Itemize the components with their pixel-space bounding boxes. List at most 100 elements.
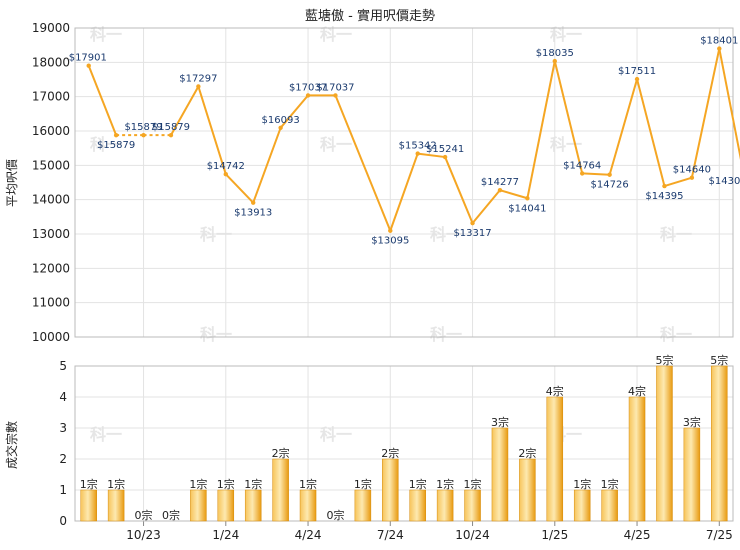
price-point xyxy=(607,172,612,177)
price-data-label: $18401 xyxy=(700,36,738,47)
watermark-text: 科一 xyxy=(320,135,352,154)
price-point xyxy=(415,151,420,156)
price-data-label: $14742 xyxy=(207,161,245,172)
price-point xyxy=(251,200,256,205)
count-bar xyxy=(272,458,289,522)
count-bar-label: 1宗 xyxy=(573,477,591,491)
price-data-label: $16093 xyxy=(262,115,300,126)
price-line-segment xyxy=(636,78,666,187)
count-bar xyxy=(491,427,509,522)
price-point xyxy=(305,93,311,98)
price-line-segment xyxy=(334,95,392,232)
price-plot-frame xyxy=(74,27,734,338)
x-tick-label: 10/23 xyxy=(126,528,161,542)
price-point xyxy=(552,58,557,64)
price-y-tick: 13000 xyxy=(32,227,70,241)
count-bar-label: 5宗 xyxy=(655,353,673,367)
price-data-label: $15879 xyxy=(97,140,135,151)
x-tick-label: 10/24 xyxy=(455,528,490,542)
count-bar-label: 4宗 xyxy=(546,384,564,398)
price-point xyxy=(689,175,695,180)
price-data-label: $14640 xyxy=(673,165,711,176)
price-line-segment xyxy=(664,176,693,188)
count-bars: 1宗 1宗 0宗 0宗 1宗 1宗 1宗 2宗 1宗 0宗 1宗 2宗 1宗 1宗 1宗 3宗 2宗 4宗 1宗 1宗… xyxy=(80,353,729,522)
price-data-label: $17297 xyxy=(179,73,217,84)
count-y-axis-title: 成交宗數 xyxy=(4,421,19,469)
count-bar xyxy=(546,396,564,522)
price-data-label: $17511 xyxy=(618,66,656,77)
price-data-label: $13095 xyxy=(371,236,409,247)
count-bar-label: 4宗 xyxy=(628,384,646,398)
x-tick-label: 7/24 xyxy=(377,528,404,542)
count-bar-label: 1宗 xyxy=(601,477,619,491)
count-bar xyxy=(628,396,646,522)
x-tick-label: 4/25 xyxy=(624,528,651,542)
watermark-text: 科一 xyxy=(90,25,122,44)
count-bar xyxy=(354,489,372,522)
price-data-label: $14277 xyxy=(481,177,519,188)
count-bar-label: 3宗 xyxy=(491,415,509,429)
price-line-segment xyxy=(690,48,721,178)
price-line-segment xyxy=(608,78,639,176)
price-data-label: $14041 xyxy=(508,203,546,214)
x-tick-label: 7/25 xyxy=(706,528,733,542)
count-bar xyxy=(601,489,618,522)
price-point xyxy=(525,196,530,201)
price-data-label: $13913 xyxy=(234,208,272,219)
count-y-tick: 1 xyxy=(59,483,67,497)
price-line-segment xyxy=(444,156,474,224)
count-bar-label: 1宗 xyxy=(217,477,235,491)
price-point xyxy=(333,93,338,98)
price-data-label: $18035 xyxy=(536,48,574,59)
price-data-label: $14726 xyxy=(591,180,629,191)
count-y-tick: 0 xyxy=(59,514,67,528)
price-line-segment xyxy=(252,127,282,203)
price-y-tick: 12000 xyxy=(32,261,70,275)
price-data-label: $15879 xyxy=(124,122,162,133)
watermark-text: 科一 xyxy=(660,325,692,344)
price-y-tick: 14000 xyxy=(32,193,70,207)
price-point xyxy=(388,228,393,233)
price-data-label: $15241 xyxy=(426,144,464,155)
price-gridlines: 10000 11000 12000 13000 14000 15000 16000 17000… xyxy=(32,21,733,344)
price-point xyxy=(497,187,503,193)
price-point xyxy=(662,183,667,189)
count-bar xyxy=(217,489,235,522)
count-bar-label: 1宗 xyxy=(189,477,207,491)
count-bar-label: 1宗 xyxy=(409,477,427,491)
price-point xyxy=(580,171,585,176)
count-y-tick: 5 xyxy=(59,359,67,373)
watermark-text: 科一 xyxy=(550,25,582,44)
price-line-segment xyxy=(389,153,419,232)
price-y-tick: 17000 xyxy=(32,90,70,104)
price-line-segment xyxy=(553,60,584,174)
price-y-tick: 11000 xyxy=(32,296,70,310)
count-y-tick: 3 xyxy=(59,421,67,435)
count-bar-label: 0宗 xyxy=(135,508,153,522)
count-y-tick: 4 xyxy=(59,390,67,404)
price-line-segment xyxy=(718,48,740,160)
count-bar-label: 2宗 xyxy=(381,446,399,460)
price-y-tick: 19000 xyxy=(32,21,70,35)
price-data-label: $13317 xyxy=(453,228,491,239)
price-y-tick: 18000 xyxy=(32,55,70,69)
count-bar-label: 1宗 xyxy=(244,477,262,491)
price-line: $17901$15879$15879$15879$17297$14742$139… xyxy=(69,36,740,247)
price-point xyxy=(442,154,448,160)
price-y-tick: 16000 xyxy=(32,124,70,138)
price-data-label: $15879 xyxy=(152,122,190,133)
watermark-text: 科一 xyxy=(320,25,352,44)
price-point xyxy=(470,220,475,226)
price-line-segment xyxy=(279,94,309,129)
price-line-segment xyxy=(471,189,501,224)
count-bar-label: 3宗 xyxy=(683,415,701,429)
price-point xyxy=(717,46,722,51)
price-y-tick: 10000 xyxy=(32,330,70,344)
count-bar-label: 2宗 xyxy=(272,446,290,460)
x-tick-label: 1/25 xyxy=(541,528,568,542)
price-y-axis-title: 平均呎價 xyxy=(5,159,19,207)
count-bar xyxy=(190,489,207,522)
price-data-label: $14395 xyxy=(645,191,683,202)
price-point xyxy=(168,132,174,138)
